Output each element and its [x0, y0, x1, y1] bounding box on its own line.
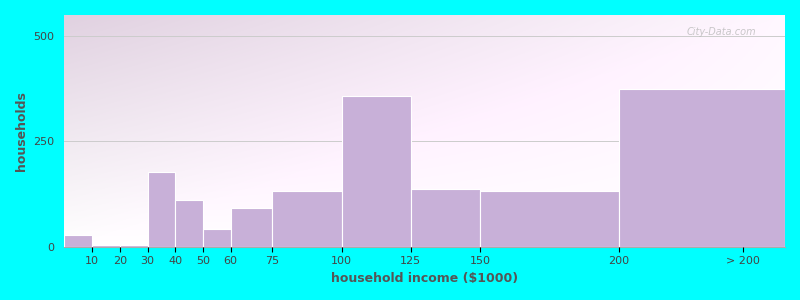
- Text: City-Data.com: City-Data.com: [686, 27, 756, 37]
- X-axis label: household income ($1000): household income ($1000): [331, 272, 518, 285]
- Bar: [92, 245, 120, 247]
- Text: All residents: All residents: [351, 0, 449, 3]
- Bar: [65, 235, 92, 247]
- Bar: [618, 89, 785, 247]
- Bar: [120, 245, 147, 247]
- Bar: [272, 191, 342, 247]
- Bar: [230, 208, 272, 247]
- Bar: [203, 229, 230, 247]
- Bar: [342, 96, 411, 247]
- Bar: [480, 191, 618, 247]
- Y-axis label: households: households: [15, 91, 28, 171]
- Bar: [147, 172, 175, 247]
- Bar: [411, 189, 480, 247]
- Bar: [175, 200, 203, 247]
